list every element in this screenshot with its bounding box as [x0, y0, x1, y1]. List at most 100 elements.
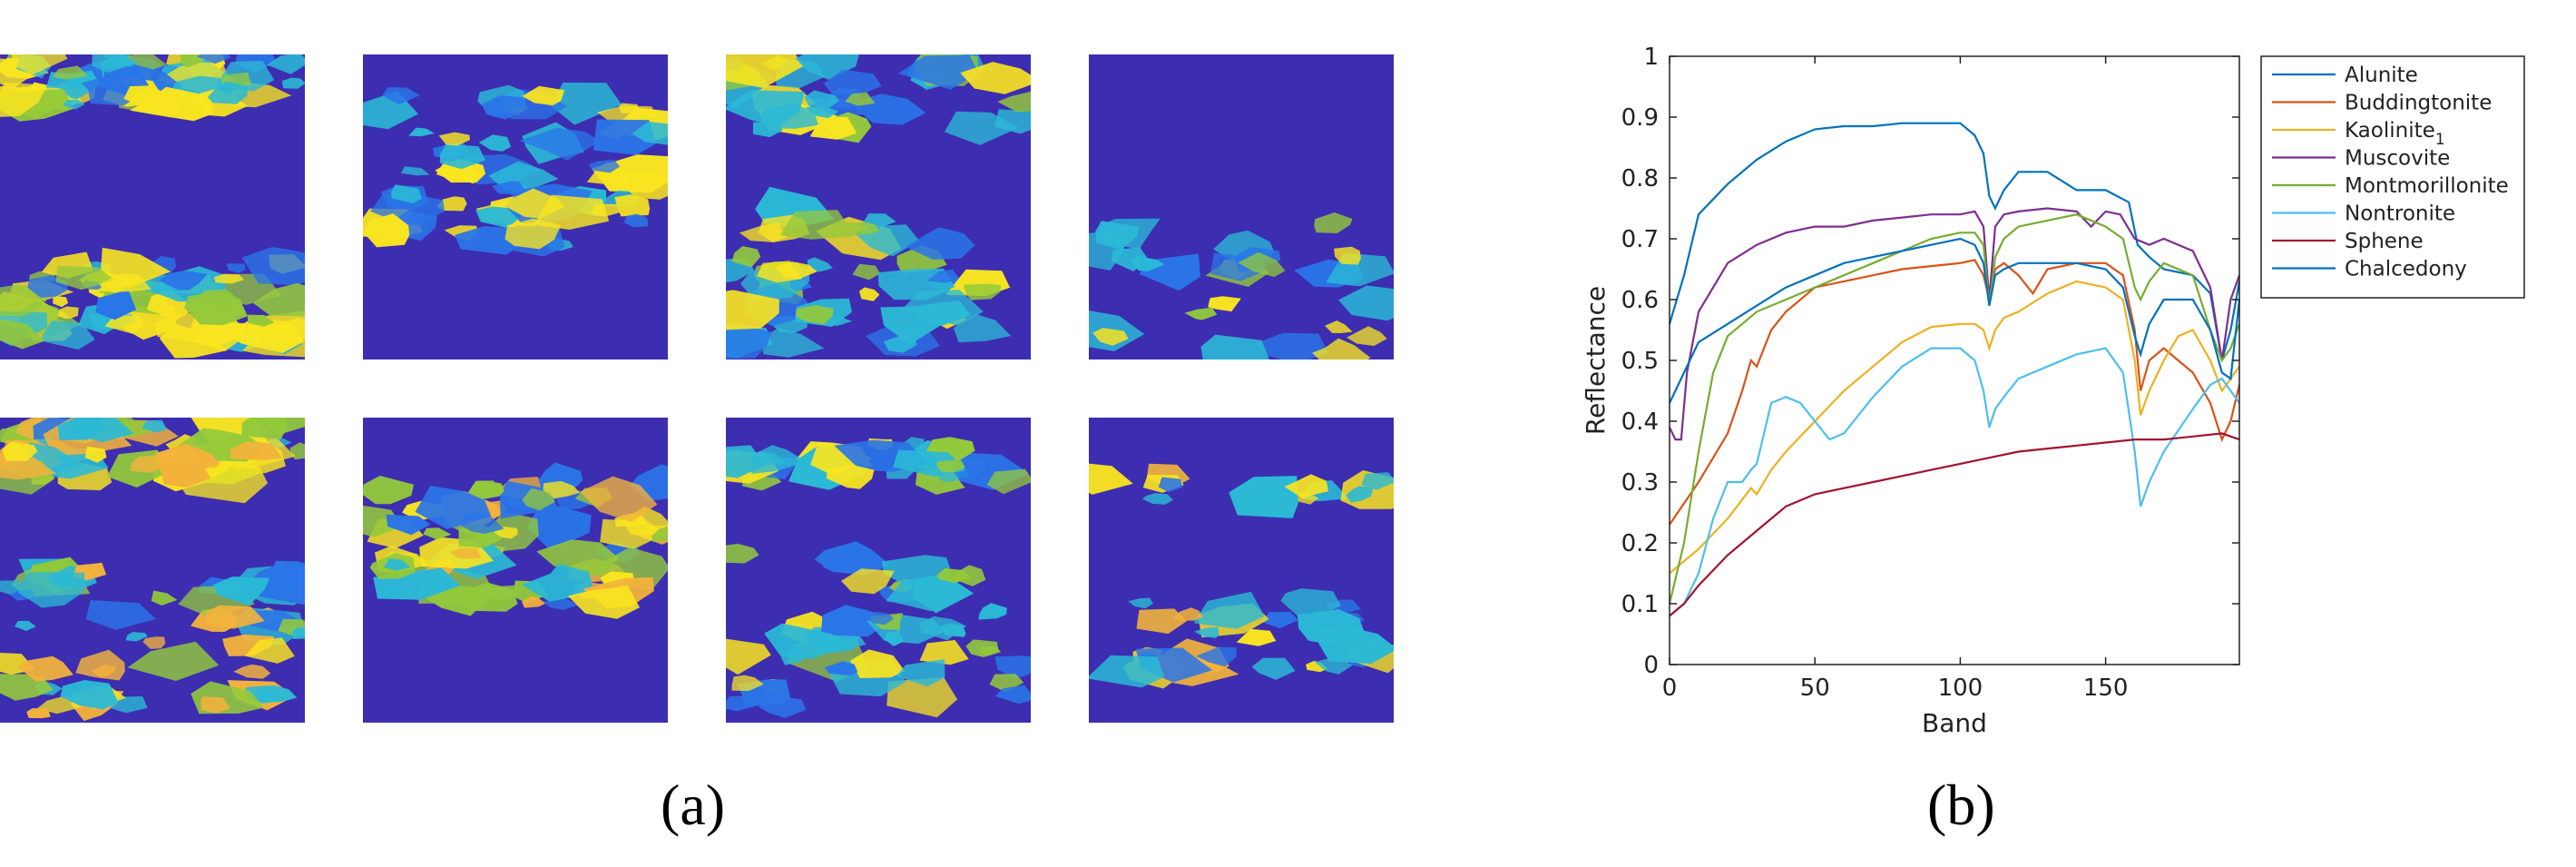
map-region — [534, 194, 610, 230]
map-region — [1251, 657, 1296, 680]
map-region — [60, 680, 119, 710]
map-region — [994, 655, 1031, 679]
map-region — [26, 708, 51, 719]
map-region — [978, 603, 1007, 620]
map-region — [886, 575, 951, 612]
abundance-map-3 — [726, 54, 1031, 360]
map-region — [256, 685, 298, 704]
map-region — [726, 290, 779, 330]
map-region — [780, 645, 809, 665]
map-region — [1128, 597, 1153, 609]
series-line-sphene — [1669, 432, 2240, 617]
map-region — [600, 518, 665, 549]
x-tick-label: 50 — [1800, 675, 1830, 702]
map-region — [858, 287, 880, 301]
map-region — [613, 172, 668, 200]
abundance-map-2 — [363, 54, 668, 360]
x-tick-label: 0 — [1662, 675, 1678, 702]
map-region — [247, 314, 275, 327]
map-region — [1312, 338, 1371, 360]
map-region — [758, 695, 807, 718]
map-region — [1141, 493, 1173, 505]
map-region — [731, 246, 761, 268]
map-region — [1092, 328, 1129, 346]
map-region — [408, 127, 436, 137]
abundance-map-image — [0, 54, 305, 360]
map-region — [504, 218, 562, 250]
map-region — [142, 419, 168, 433]
map-region — [81, 73, 137, 106]
legend-label-alunite: Alunite — [2345, 64, 2418, 87]
map-region — [522, 85, 565, 106]
map-region — [543, 480, 581, 499]
map-region — [390, 184, 422, 203]
series-line-alunite — [1668, 122, 2241, 361]
map-region — [151, 590, 178, 606]
map-region — [363, 213, 410, 248]
map-region — [1130, 255, 1165, 271]
map-region — [109, 696, 148, 714]
map-region — [886, 676, 958, 718]
map-region — [953, 313, 1012, 343]
abundance-map-image — [726, 54, 1031, 360]
map-region — [449, 547, 482, 559]
legend-label-sphene: Sphene — [2345, 230, 2424, 253]
map-region — [550, 82, 622, 125]
map-region — [383, 558, 410, 571]
abundance-map-4 — [1089, 54, 1394, 360]
map-region — [1238, 251, 1286, 278]
legend-label-chalcedony: Chalcedony — [2345, 258, 2467, 281]
map-region — [475, 206, 523, 229]
map-region — [963, 283, 1001, 300]
map-region — [184, 291, 248, 326]
map-region — [822, 562, 847, 572]
map-region — [436, 196, 467, 212]
map-region — [726, 54, 804, 88]
map-region — [823, 69, 882, 97]
map-region — [916, 300, 972, 327]
y-tick-label: 0 — [1643, 652, 1659, 679]
map-region — [130, 455, 166, 473]
map-region — [944, 111, 1019, 145]
map-region — [102, 272, 152, 292]
panel-b-caption: (b) — [1927, 773, 1995, 837]
map-region — [726, 638, 771, 675]
abundance-map-image — [0, 418, 305, 723]
map-region — [1314, 212, 1353, 233]
spectral-signature-chart: 0 0.1 0.2 0.3 0.4 0.5 0.6 0.7 0.8 0.9 1 0 50 100 150 Ba… — [1581, 44, 2525, 738]
map-region — [17, 655, 73, 682]
map-region — [1193, 591, 1265, 629]
legend-label-nontronite: Nontronite — [2345, 202, 2455, 226]
abundance-map-1 — [0, 54, 305, 360]
map-region — [201, 696, 230, 714]
map-region — [905, 227, 975, 260]
map-region — [467, 480, 504, 499]
legend-label-montmorillonite: Montmorillonite — [2345, 174, 2509, 198]
legend-box — [2260, 55, 2525, 299]
map-region — [267, 54, 305, 74]
map-region — [155, 443, 220, 477]
map-region — [941, 623, 966, 637]
map-region — [1089, 655, 1165, 688]
map-region — [522, 488, 555, 511]
map-region — [852, 263, 881, 281]
abundance-map-image — [726, 418, 1031, 723]
map-region — [53, 295, 68, 308]
map-region — [775, 261, 818, 279]
map-region — [415, 485, 492, 529]
map-region — [281, 77, 305, 89]
map-region — [55, 265, 115, 291]
map-region — [125, 632, 148, 642]
map-region — [840, 568, 895, 595]
map-region — [63, 99, 85, 110]
map-region — [478, 134, 512, 152]
map-region — [438, 132, 470, 146]
map-region — [482, 95, 530, 120]
map-region — [91, 664, 116, 678]
map-region — [15, 620, 36, 631]
series-line-chalcedony — [1669, 237, 2241, 404]
map-region — [1184, 307, 1218, 320]
map-region — [423, 527, 452, 540]
map-region — [809, 116, 857, 140]
map-region — [382, 87, 420, 105]
